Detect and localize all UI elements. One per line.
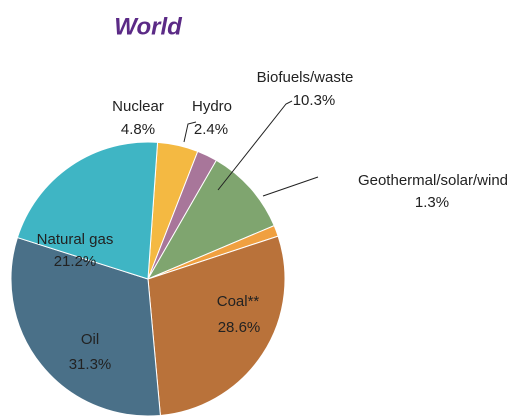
slice-label: Coal** [217,293,260,310]
slice-label: Biofuels/waste [257,69,354,86]
chart-title: World [114,13,183,40]
slice-label: Hydro [192,98,232,115]
leader-line [217,100,293,191]
pie-slice [16,141,159,280]
pie-slice [147,235,286,416]
slice-value-label: 31.3% [69,356,112,373]
slice-value-label: 1.3% [415,194,449,211]
slice-value-label: 2.4% [194,121,228,138]
leader-line [183,121,197,143]
slice-label: Geothermal/solar/wind [358,172,508,189]
slice-value-label: 10.3% [293,92,336,109]
pie-slice [10,236,161,416]
slice-value-label: 4.8% [121,121,155,138]
slice-label: Nuclear [112,98,164,115]
slice-label: Oil [81,331,99,348]
leader-line [262,176,319,197]
slice-value-label: 28.6% [218,319,261,336]
slice-value-label: 21.2% [54,253,97,270]
slice-label: Natural gas [37,231,114,248]
pie-slice [146,159,275,281]
